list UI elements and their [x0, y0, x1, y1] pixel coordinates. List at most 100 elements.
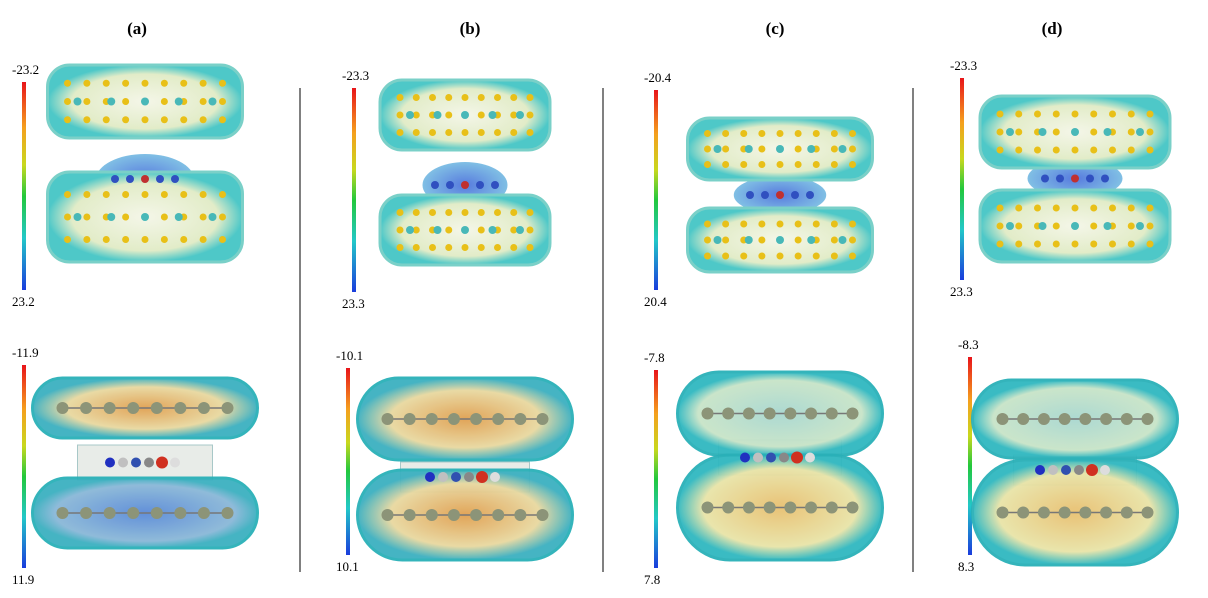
atom: [199, 98, 207, 105]
scale-max: -11.9: [12, 345, 39, 360]
atom: [122, 236, 130, 243]
atom: [536, 413, 549, 425]
atom: [701, 501, 714, 514]
atom: [758, 252, 766, 260]
atom: [1038, 128, 1047, 136]
atom: [122, 116, 130, 124]
atom: [83, 79, 91, 87]
atom: [1090, 222, 1098, 230]
scale-max: -23.2: [12, 62, 39, 77]
atom: [1086, 174, 1094, 183]
atom: [488, 111, 497, 119]
atom: [431, 181, 439, 189]
atom: [766, 452, 776, 463]
atom: [838, 236, 847, 244]
atom: [461, 111, 469, 119]
atom: [461, 209, 469, 216]
atom: [1015, 240, 1023, 248]
atom: [406, 111, 414, 119]
atom: [1120, 506, 1133, 519]
atom: [170, 457, 180, 468]
atom: [102, 236, 110, 243]
atom: [701, 407, 714, 420]
atom: [83, 116, 91, 124]
atom: [830, 220, 838, 228]
atom: [516, 111, 524, 119]
atom: [536, 509, 549, 521]
atom: [160, 98, 168, 105]
atom: [1109, 110, 1116, 118]
atom: [794, 161, 802, 168]
atom: [825, 501, 838, 514]
atom: [713, 145, 722, 153]
atom: [1090, 204, 1098, 212]
atom: [805, 407, 818, 420]
atom: [526, 226, 534, 234]
atom: [1141, 506, 1154, 519]
atom: [141, 79, 149, 87]
atom: [722, 252, 730, 260]
atom: [141, 236, 149, 243]
atom: [1061, 465, 1071, 475]
atom: [1052, 146, 1060, 154]
atom: [742, 501, 755, 514]
panel-label: (b): [460, 19, 481, 38]
atom: [141, 116, 149, 124]
scale-min: 10.1: [336, 559, 359, 574]
atom: [830, 145, 838, 153]
atom: [740, 130, 748, 137]
atom: [704, 130, 711, 137]
atom: [494, 94, 501, 101]
atom: [742, 407, 755, 420]
atom: [451, 472, 461, 482]
atom: [791, 451, 803, 464]
atom: [812, 130, 820, 137]
atom: [1109, 146, 1116, 154]
atom: [491, 181, 499, 189]
atom: [64, 98, 71, 105]
atom: [160, 116, 168, 124]
scale-max: -10.1: [336, 348, 363, 363]
atom: [1017, 413, 1030, 425]
atom: [996, 413, 1009, 425]
atom: [1052, 240, 1060, 248]
atom: [1052, 222, 1060, 230]
atom: [849, 130, 856, 137]
atom: [830, 161, 838, 168]
atom: [180, 79, 188, 87]
atom: [758, 145, 766, 153]
atom: [219, 191, 226, 198]
atom: [776, 130, 784, 137]
atom: [849, 252, 856, 260]
panel-label: (a): [127, 19, 147, 38]
atom: [219, 236, 226, 243]
atom: [526, 129, 534, 136]
atom: [208, 213, 217, 221]
atom: [477, 209, 485, 216]
atom: [758, 236, 766, 244]
atom: [429, 209, 436, 216]
atom: [1035, 465, 1045, 475]
atom: [425, 472, 435, 482]
atom: [160, 213, 168, 221]
color-bar: [968, 357, 972, 555]
atom: [1136, 128, 1144, 136]
atom: [1071, 204, 1079, 212]
atom: [740, 161, 748, 168]
atom: [807, 236, 816, 244]
atom: [722, 145, 730, 153]
atom: [461, 181, 469, 189]
atom: [490, 472, 500, 482]
atom: [1071, 222, 1079, 230]
atom: [784, 501, 797, 514]
atom: [744, 236, 753, 244]
color-bar: [22, 82, 26, 290]
atom: [776, 191, 784, 199]
atom: [1071, 146, 1079, 154]
atom: [494, 129, 501, 136]
atom: [447, 509, 460, 521]
atom: [1100, 506, 1113, 519]
atom: [445, 129, 453, 136]
atom: [494, 209, 501, 216]
atom: [64, 236, 71, 243]
